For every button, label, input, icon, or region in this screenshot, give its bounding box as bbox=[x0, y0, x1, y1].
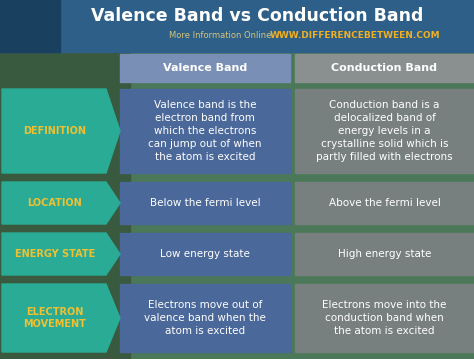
Text: Low energy state: Low energy state bbox=[160, 249, 250, 259]
Polygon shape bbox=[2, 182, 120, 224]
Bar bbox=[120, 54, 290, 82]
Text: Below the fermi level: Below the fermi level bbox=[150, 198, 260, 208]
Bar bbox=[295, 89, 474, 173]
Bar bbox=[295, 182, 474, 224]
Text: Valence band is the
electron band from
which the electrons
can jump out of when
: Valence band is the electron band from w… bbox=[148, 99, 262, 162]
Bar bbox=[0, 0, 130, 359]
Text: Valence Band: Valence Band bbox=[163, 63, 247, 73]
Bar bbox=[120, 89, 290, 173]
Text: LOCATION: LOCATION bbox=[27, 198, 82, 208]
Bar bbox=[0, 0, 474, 52]
Bar bbox=[295, 54, 474, 82]
Text: More Information Online: More Information Online bbox=[169, 32, 271, 41]
Text: WWW.DIFFERENCEBETWEEN.COM: WWW.DIFFERENCEBETWEEN.COM bbox=[270, 32, 440, 41]
Polygon shape bbox=[2, 89, 120, 173]
Bar bbox=[120, 284, 290, 352]
Text: ELECTRON
MOVEMENT: ELECTRON MOVEMENT bbox=[24, 307, 86, 329]
Text: Conduction band is a
delocalized band of
energy levels in a
crystalline solid wh: Conduction band is a delocalized band of… bbox=[316, 99, 453, 162]
Text: High energy state: High energy state bbox=[338, 249, 431, 259]
Bar bbox=[295, 233, 474, 275]
Bar bbox=[120, 182, 290, 224]
Bar bbox=[295, 284, 474, 352]
Text: Above the fermi level: Above the fermi level bbox=[328, 198, 440, 208]
Text: ENERGY STATE: ENERGY STATE bbox=[15, 249, 95, 259]
Text: DEFINITION: DEFINITION bbox=[24, 126, 86, 136]
Polygon shape bbox=[2, 233, 120, 275]
Text: Valence Band vs Conduction Band: Valence Band vs Conduction Band bbox=[91, 7, 423, 25]
Text: Electrons move into the
conduction band when
the atom is excited: Electrons move into the conduction band … bbox=[322, 300, 447, 336]
Bar bbox=[0, 0, 60, 52]
Bar bbox=[120, 233, 290, 275]
Text: Electrons move out of
valence band when the
atom is excited: Electrons move out of valence band when … bbox=[144, 300, 266, 336]
Polygon shape bbox=[2, 284, 120, 352]
Text: Conduction Band: Conduction Band bbox=[331, 63, 438, 73]
